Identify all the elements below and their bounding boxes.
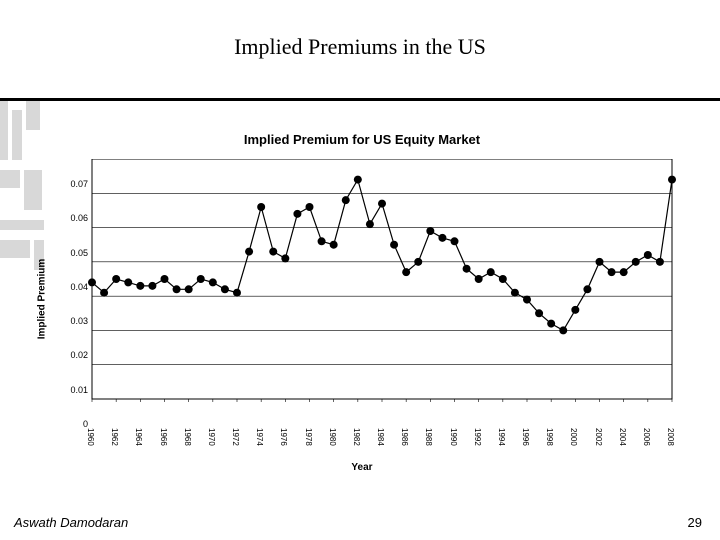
chart-xtick: 1976 bbox=[279, 428, 288, 446]
footer-author: Aswath Damodaran bbox=[14, 515, 128, 530]
chart-ylabel: Implied Premium bbox=[37, 259, 48, 340]
chart-xtick: 1980 bbox=[328, 428, 337, 446]
chart-xtick: 1966 bbox=[159, 428, 168, 446]
chart-xtick: 1992 bbox=[473, 428, 482, 446]
chart-ytick: 0.01 bbox=[60, 385, 88, 395]
chart-ytick: 0.07 bbox=[60, 179, 88, 189]
chart-xtick: 1988 bbox=[424, 428, 433, 446]
chart-ytick: 0.05 bbox=[60, 248, 88, 258]
chart-xtick: 1964 bbox=[134, 428, 143, 446]
chart-xtick: 1996 bbox=[521, 428, 530, 446]
chart-xtick: 1972 bbox=[231, 428, 240, 446]
chart-xtick: 1990 bbox=[449, 428, 458, 446]
chart-ytick: 0.04 bbox=[60, 282, 88, 292]
chart-xtick: 1984 bbox=[376, 428, 385, 446]
chart-xtick: 2008 bbox=[666, 428, 675, 446]
chart-xtick: 2000 bbox=[569, 428, 578, 446]
chart-xtick: 1960 bbox=[86, 428, 95, 446]
slide-title: Implied Premiums in the US bbox=[0, 0, 720, 60]
chart-ytick: 0.03 bbox=[60, 316, 88, 326]
chart-xtick: 1974 bbox=[255, 428, 264, 446]
chart-xtick: 1970 bbox=[207, 428, 216, 446]
chart-title: Implied Premium for US Equity Market bbox=[48, 132, 676, 147]
chart-xtick: 2006 bbox=[642, 428, 651, 446]
chart-container: Implied Premium for US Equity Market Imp… bbox=[48, 132, 676, 462]
chart-xtick: 1998 bbox=[545, 428, 554, 446]
chart-ytick: 0.06 bbox=[60, 213, 88, 223]
chart-xtick: 1982 bbox=[352, 428, 361, 446]
chart-ytick: 0.02 bbox=[60, 350, 88, 360]
chart-xtick: 1994 bbox=[497, 428, 506, 446]
chart-xtick: 2004 bbox=[618, 428, 627, 446]
footer-page-number: 29 bbox=[688, 515, 702, 530]
title-underline bbox=[0, 98, 720, 101]
chart-plot: Implied Premium Year 00.010.020.030.040.… bbox=[48, 159, 676, 439]
chart-xtick: 2002 bbox=[594, 428, 603, 446]
chart-ytick: 0 bbox=[60, 419, 88, 429]
chart-xlabel: Year bbox=[351, 462, 372, 473]
chart-xtick: 1962 bbox=[110, 428, 119, 446]
chart-xtick: 1978 bbox=[304, 428, 313, 446]
chart-xtick: 1968 bbox=[183, 428, 192, 446]
chart-xtick: 1986 bbox=[400, 428, 409, 446]
chart-svg bbox=[48, 159, 676, 439]
